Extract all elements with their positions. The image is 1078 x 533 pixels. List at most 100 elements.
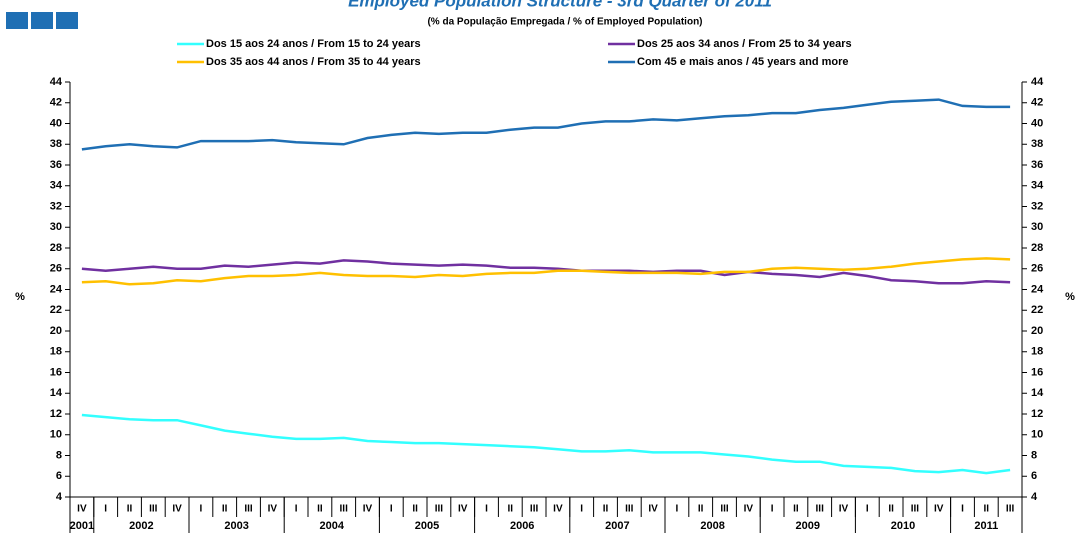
x-tick-label: II xyxy=(793,504,799,515)
y2-tick-label: 22 xyxy=(1031,304,1043,316)
x-tick-label: III xyxy=(720,504,729,515)
x-tick-label: IV xyxy=(934,504,944,515)
y-tick-label: 20 xyxy=(50,325,62,337)
chart-title: Employed Population Structure - 3rd Quar… xyxy=(348,0,772,10)
y-tick-label: 24 xyxy=(50,283,63,295)
y2-tick-label: 28 xyxy=(1031,242,1043,254)
x-year-label: 2001 xyxy=(70,520,94,532)
y-tick-label: 14 xyxy=(50,387,63,399)
legend-label: Com 45 e mais anos / 45 years and more xyxy=(637,56,849,68)
x-tick-label: I xyxy=(580,504,583,515)
y-tick-label: 12 xyxy=(50,408,62,420)
logo-block xyxy=(31,12,53,29)
x-tick-label: IV xyxy=(744,504,754,515)
x-tick-label: IV xyxy=(648,504,658,515)
x-year-label: 2002 xyxy=(129,520,153,532)
x-tick-label: IV xyxy=(363,504,373,515)
x-tick-label: III xyxy=(340,504,349,515)
y-tick-label: 8 xyxy=(56,449,62,461)
x-year-label: 2011 xyxy=(974,520,998,532)
x-tick-label: III xyxy=(149,504,158,515)
y2-tick-label: 34 xyxy=(1031,180,1044,192)
x-tick-label: IV xyxy=(77,504,87,515)
x-tick-label: III xyxy=(816,504,825,515)
x-tick-label: II xyxy=(222,504,228,515)
x-tick-label: III xyxy=(1006,504,1015,515)
y-tick-label: 38 xyxy=(50,138,62,150)
x-tick-label: II xyxy=(603,504,609,515)
x-tick-label: IV xyxy=(553,504,563,515)
x-tick-label: I xyxy=(200,504,203,515)
y-tick-label: 42 xyxy=(50,97,62,109)
y-tick-label: 10 xyxy=(50,429,62,441)
y2-tick-label: 14 xyxy=(1031,387,1044,399)
x-tick-label: III xyxy=(244,504,253,515)
y2-axis-label: % xyxy=(1065,291,1075,303)
legend-label: Dos 25 aos 34 anos / From 25 to 34 years xyxy=(637,38,852,50)
x-tick-label: II xyxy=(508,504,514,515)
x-tick-label: IV xyxy=(458,504,468,515)
x-tick-label: II xyxy=(317,504,323,515)
x-year-label: 2003 xyxy=(224,520,248,532)
y2-tick-label: 4 xyxy=(1031,491,1038,503)
x-year-label: 2008 xyxy=(700,520,724,532)
y2-tick-label: 12 xyxy=(1031,408,1043,420)
y2-tick-label: 24 xyxy=(1031,283,1044,295)
y-tick-label: 34 xyxy=(50,180,63,192)
x-tick-label: IV xyxy=(172,504,182,515)
x-tick-label: I xyxy=(866,504,869,515)
x-tick-label: I xyxy=(390,504,393,515)
x-year-label: 2009 xyxy=(796,520,820,532)
legend-label: Dos 15 aos 24 anos / From 15 to 24 years xyxy=(206,38,421,50)
x-year-label: 2007 xyxy=(605,520,629,532)
y2-tick-label: 42 xyxy=(1031,97,1043,109)
y2-tick-label: 44 xyxy=(1031,76,1044,88)
x-tick-label: II xyxy=(127,504,133,515)
y-tick-label: 4 xyxy=(56,491,63,503)
y-tick-label: 44 xyxy=(50,76,63,88)
y2-tick-label: 26 xyxy=(1031,263,1043,275)
x-tick-label: I xyxy=(295,504,298,515)
y2-tick-label: 18 xyxy=(1031,346,1043,358)
y2-tick-label: 10 xyxy=(1031,429,1043,441)
y2-tick-label: 6 xyxy=(1031,470,1037,482)
y2-tick-label: 36 xyxy=(1031,159,1043,171)
y2-tick-label: 20 xyxy=(1031,325,1043,337)
y-tick-label: 30 xyxy=(50,221,62,233)
y-tick-label: 6 xyxy=(56,470,62,482)
x-tick-label: III xyxy=(911,504,920,515)
series-line xyxy=(81,98,1011,151)
logo-block xyxy=(56,12,78,29)
x-tick-label: I xyxy=(676,504,679,515)
y2-tick-label: 16 xyxy=(1031,366,1043,378)
chart-subtitle: (% da População Empregada / % of Employe… xyxy=(427,17,702,28)
x-year-label: 2005 xyxy=(415,520,439,532)
series-line xyxy=(81,257,1011,286)
y2-tick-label: 32 xyxy=(1031,200,1043,212)
y-tick-label: 32 xyxy=(50,200,62,212)
y-tick-label: 18 xyxy=(50,346,62,358)
y2-tick-label: 30 xyxy=(1031,221,1043,233)
series-line xyxy=(81,413,1011,475)
x-tick-label: I xyxy=(104,504,107,515)
x-year-label: 2010 xyxy=(891,520,915,532)
x-tick-label: III xyxy=(625,504,634,515)
series-line xyxy=(81,259,1011,285)
x-tick-label: IV xyxy=(268,504,278,515)
x-tick-label: I xyxy=(961,504,964,515)
x-year-label: 2004 xyxy=(320,520,345,532)
x-tick-label: I xyxy=(485,504,488,515)
y2-tick-label: 38 xyxy=(1031,138,1043,150)
logo-block xyxy=(6,12,28,29)
y-tick-label: 26 xyxy=(50,263,62,275)
y2-tick-label: 8 xyxy=(1031,449,1037,461)
x-tick-label: I xyxy=(771,504,774,515)
legend-label: Dos 35 aos 44 anos / From 35 to 44 years xyxy=(206,56,421,68)
x-tick-label: II xyxy=(412,504,418,515)
x-year-label: 2006 xyxy=(510,520,534,532)
y-tick-label: 28 xyxy=(50,242,62,254)
y-axis-label: % xyxy=(15,291,25,303)
y-tick-label: 22 xyxy=(50,304,62,316)
x-tick-label: II xyxy=(984,504,990,515)
